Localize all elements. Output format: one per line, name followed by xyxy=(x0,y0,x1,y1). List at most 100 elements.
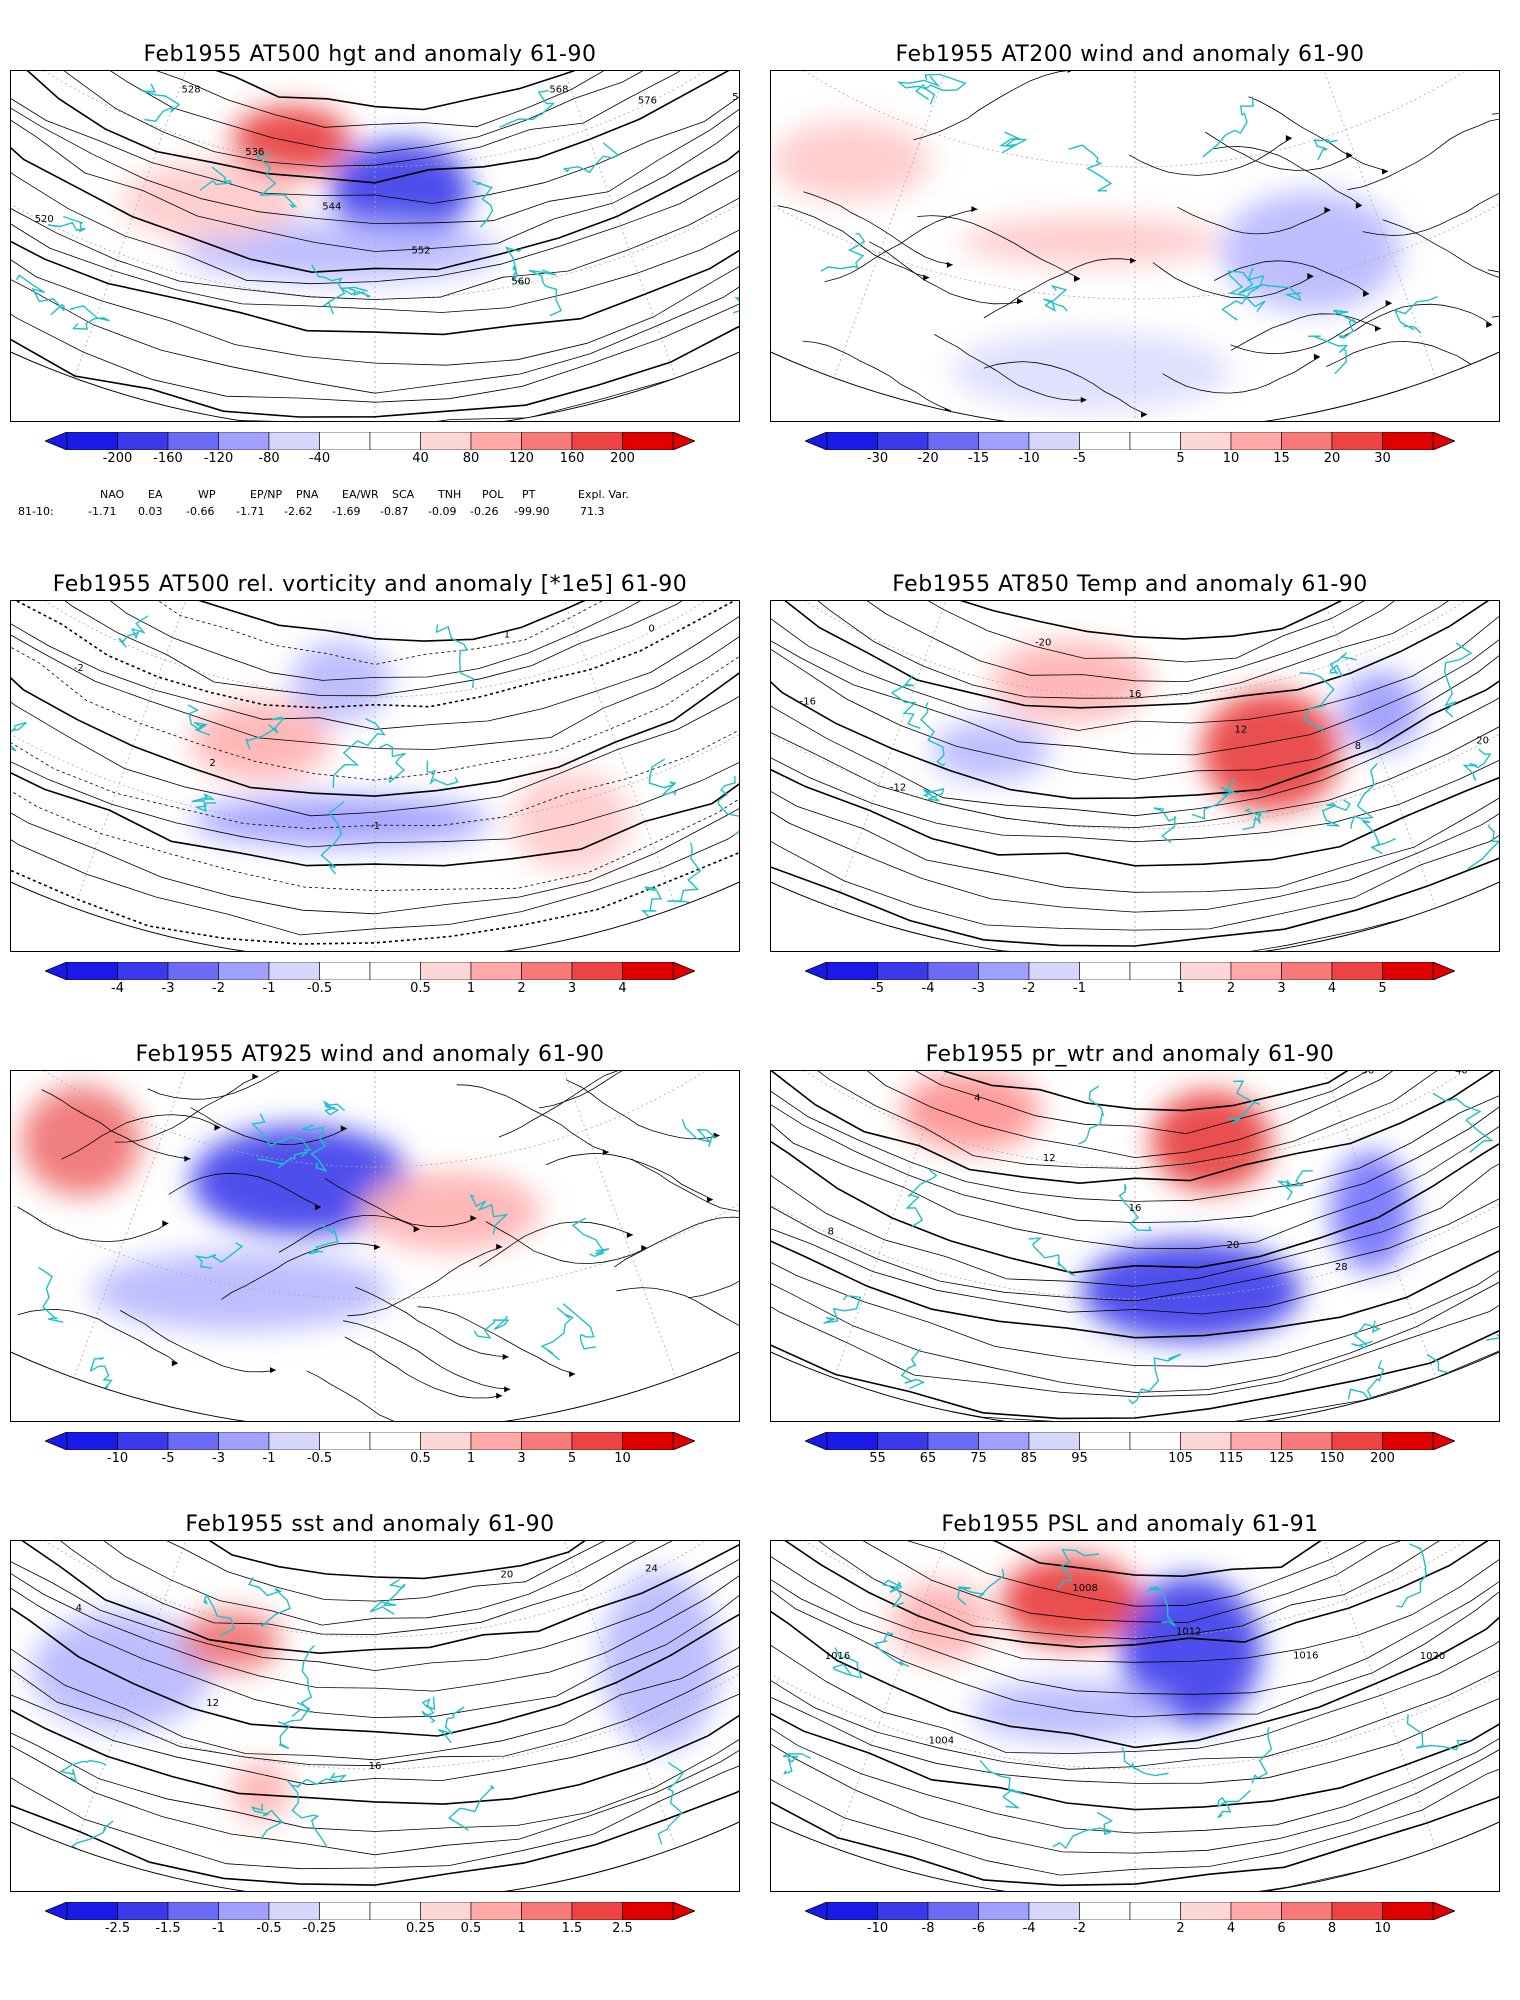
anomaly-region xyxy=(1341,671,1421,751)
map-plot: 16-28-24-16-12-201612820242016 xyxy=(770,600,1500,952)
colorbar-ticks: -30 -20 -15 -10 -5 5 10 15 20 30 xyxy=(805,451,1455,469)
contour-label: 584 xyxy=(732,92,739,103)
coastline xyxy=(1217,1789,1251,1819)
colorbar-swatch xyxy=(1281,432,1333,450)
coastline xyxy=(1202,96,1254,158)
coastline xyxy=(1276,1170,1313,1201)
contour-label: 8 xyxy=(828,1226,834,1237)
coastline xyxy=(426,760,459,786)
coastline xyxy=(1414,1353,1456,1408)
contour-line xyxy=(771,1541,1499,1649)
streamline-arrow xyxy=(1313,353,1320,360)
contour-label: 20 xyxy=(1227,1240,1240,1251)
coastline xyxy=(919,702,946,767)
colorbar-swatch xyxy=(1129,1432,1181,1450)
contour-line xyxy=(771,1071,1499,1169)
contour-line xyxy=(771,601,1499,756)
colorbar-swatch xyxy=(117,962,169,980)
streamline-arrow xyxy=(1074,275,1081,282)
streamline-arrow xyxy=(502,1353,509,1360)
coastline xyxy=(1308,335,1349,375)
teleconnection-value: -2.62 xyxy=(284,505,313,518)
colorbar-swatches xyxy=(805,1902,1455,1920)
contour-line xyxy=(11,601,739,681)
coastline xyxy=(1128,1353,1182,1405)
contour-label: 1004 xyxy=(929,1736,954,1747)
coastline xyxy=(69,305,110,330)
streamline xyxy=(803,191,953,266)
colorbar-swatches xyxy=(45,962,695,980)
contour-line xyxy=(11,1541,739,1767)
contour-line xyxy=(771,601,1499,800)
coastline xyxy=(657,1762,685,1845)
coastline xyxy=(1360,819,1396,855)
streamline xyxy=(913,71,1074,141)
map-plot xyxy=(10,1070,740,1422)
colorbar-tick-label: 2 xyxy=(1176,1921,1185,1936)
coastline xyxy=(255,153,298,209)
coastline xyxy=(1467,824,1499,870)
teleconnection-pattern-label: EP/NP xyxy=(250,488,283,501)
coastline xyxy=(1226,1080,1260,1125)
streamline-arrow xyxy=(1362,291,1369,298)
anomaly-region xyxy=(181,221,501,281)
streamline xyxy=(1230,313,1382,351)
colorbar-swatches xyxy=(805,432,1455,450)
coastline xyxy=(1043,284,1068,312)
contour-label: 528 xyxy=(182,85,201,96)
streamline-arrow xyxy=(1346,152,1353,159)
coastline xyxy=(1462,748,1492,781)
streamline-arrow xyxy=(504,1386,511,1393)
colorbar-tick-label: 10 xyxy=(1222,451,1240,466)
colorbar-tick-label: 30 xyxy=(1374,451,1391,466)
coastline xyxy=(924,73,967,105)
colorbar-tick-label: 115 xyxy=(1218,1451,1244,1466)
colorbar-tick-label: 5 xyxy=(567,1451,577,1466)
coastline xyxy=(338,286,371,298)
contour-line xyxy=(771,601,1499,931)
colorbar-tick-label: -40 xyxy=(308,451,331,466)
coastline xyxy=(203,1593,236,1637)
colorbar-swatch xyxy=(268,1902,320,1920)
contour-label: 2 xyxy=(209,758,215,769)
streamline-arrow xyxy=(1067,71,1074,73)
contour-label: -2 xyxy=(74,663,84,674)
streamline-arrow xyxy=(1141,411,1148,418)
colorbar-tick-label: 1 xyxy=(466,1451,476,1466)
coastline xyxy=(1329,652,1357,678)
contour-line xyxy=(11,601,739,730)
colorbar-tick-label: 3 xyxy=(517,1451,526,1466)
map-plot: 2084121620242824 xyxy=(10,1540,740,1892)
teleconnection-pattern-label: WP xyxy=(198,488,216,501)
colorbar-swatch xyxy=(826,1902,878,1920)
colorbar-tick-label: -0.5 xyxy=(306,1451,333,1466)
map-title: Feb1955 PSL and anomaly 61-91 xyxy=(941,1512,1319,1537)
streamline xyxy=(703,1310,739,1379)
contour-line xyxy=(771,1071,1499,1398)
contour-line xyxy=(11,1541,739,1626)
streamline xyxy=(1230,302,1392,355)
map-canvas: 16-28-24-16-12-201612820242016 xyxy=(771,601,1499,951)
streamline xyxy=(616,1287,739,1347)
coastline xyxy=(1221,267,1265,321)
coastline xyxy=(641,886,663,926)
contour-line xyxy=(771,1541,1499,1784)
map-canvas xyxy=(11,1071,739,1421)
contour-line xyxy=(771,601,1499,893)
contour-line xyxy=(771,1071,1499,1185)
coastline xyxy=(1396,1543,1428,1608)
colorbar-tick-label: 1 xyxy=(1176,981,1185,996)
contour-line xyxy=(11,601,739,848)
streamline xyxy=(777,205,930,279)
anomaly-region xyxy=(191,1126,411,1236)
coastline xyxy=(59,1759,107,1784)
coastline xyxy=(897,75,941,101)
coastline xyxy=(504,246,525,285)
coastline xyxy=(979,1759,1024,1809)
contour-line xyxy=(771,1071,1499,1224)
colorbar-swatch xyxy=(1079,432,1131,450)
colorbar-tick-label: -4 xyxy=(921,981,935,996)
streamline xyxy=(1382,219,1499,287)
streamline-arrow xyxy=(1355,202,1362,209)
colorbar-swatch xyxy=(927,1432,979,1450)
